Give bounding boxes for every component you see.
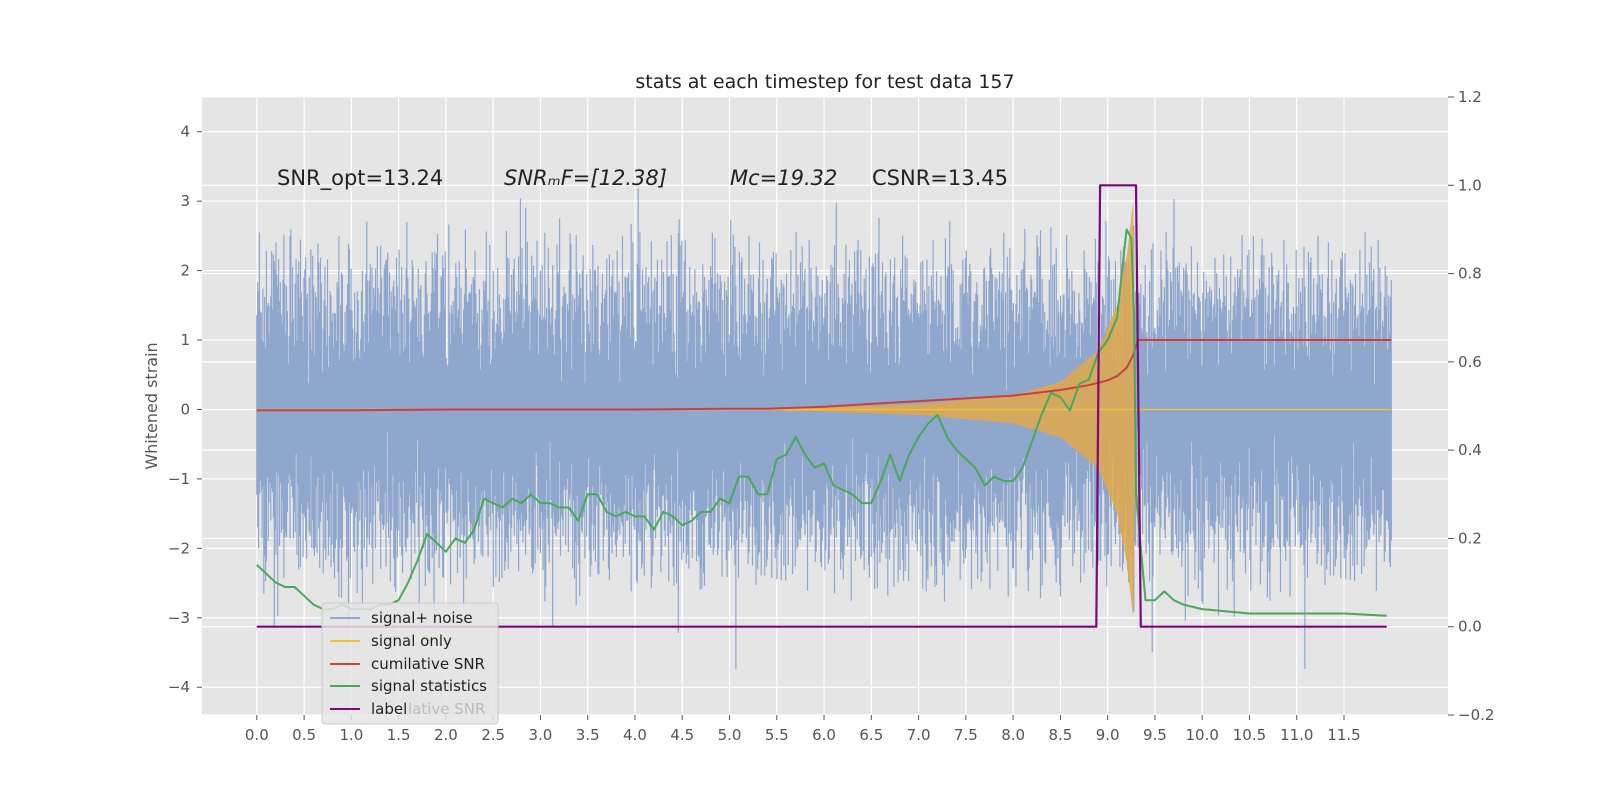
y2-tick-label: 0.4 <box>1458 441 1482 459</box>
signal-statistics-series <box>256 228 1387 617</box>
y-tick-label: −3 <box>168 609 190 627</box>
x-tick-label: 3.5 <box>576 726 600 744</box>
x-tick-label: 1.0 <box>339 726 363 744</box>
x-tick-label: 6.5 <box>859 726 883 744</box>
y-axis-left: −4 −3 −2 −1 0 1 2 3 4 <box>168 123 202 696</box>
x-tick-label: 11.0 <box>1280 726 1313 744</box>
y-tick-label: −4 <box>168 678 190 696</box>
y-tick-label: 3 <box>180 192 190 210</box>
legend-label-signal-only: signal only <box>371 632 452 650</box>
x-axis: 0.0 0.5 1.0 1.5 2.0 2.5 3.0 3.5 4.0 4.5 5.0 5.5 6.0 6… <box>245 715 1361 744</box>
y-tick-label: 4 <box>180 123 190 141</box>
y-tick-label: −2 <box>168 539 190 557</box>
x-tick-label: 3.0 <box>529 726 553 744</box>
label-series <box>256 184 1387 628</box>
legend: signal+ noise signal only cumilative SNR… <box>321 602 499 725</box>
x-tick-label: 10.5 <box>1233 726 1266 744</box>
label-line <box>256 184 1387 628</box>
legend-label-signal-statistics: signal statistics <box>371 677 487 695</box>
x-tick-label: 9.0 <box>1096 726 1120 744</box>
x-tick-label: 11.5 <box>1327 726 1360 744</box>
cumulative-snr-line <box>256 339 1392 412</box>
y2-tick-label: 0.8 <box>1458 265 1482 283</box>
x-tick-label: 5.5 <box>765 726 789 744</box>
chart-title: stats at each timestep for test data 157 <box>635 71 1014 93</box>
legend-label-signal-noise: signal+ noise <box>371 609 473 627</box>
x-tick-label: 1.5 <box>387 726 411 744</box>
y2-tick-label: 1.0 <box>1458 176 1482 194</box>
signal-statistics-line <box>256 228 1387 617</box>
y2-tick-label: 0.2 <box>1458 529 1482 547</box>
legend-box <box>321 602 499 725</box>
x-tick-label: 9.5 <box>1143 726 1167 744</box>
annotation-snr-mf: SNRₘF=[12.38] <box>504 166 667 190</box>
x-tick-label: 2.5 <box>481 726 505 744</box>
annotation-snr-opt: SNR_opt=13.24 <box>277 166 443 191</box>
x-tick-label: 7.0 <box>907 726 931 744</box>
y2-tick-label: 1.2 <box>1458 88 1482 106</box>
x-tick-label: 0.5 <box>292 726 316 744</box>
x-tick-label: 8.5 <box>1048 726 1072 744</box>
y-axis-label: Whitened strain <box>142 342 161 469</box>
y-tick-label: 1 <box>180 331 190 349</box>
x-tick-label: 5.0 <box>718 726 742 744</box>
y2-tick-label: 0.0 <box>1458 618 1482 636</box>
x-tick-label: 4.0 <box>623 726 647 744</box>
x-tick-label: 4.5 <box>670 726 694 744</box>
legend-label-label: label <box>371 700 407 718</box>
x-tick-label: 6.0 <box>812 726 836 744</box>
y-axis-right: −0.2 0.0 0.2 0.4 0.6 0.8 1.0 1.2 <box>1448 88 1494 724</box>
legend-ghost-text: lative SNR <box>408 700 485 718</box>
y-tick-label: 2 <box>180 262 190 280</box>
x-tick-label: 2.0 <box>434 726 458 744</box>
x-tick-label: 8.0 <box>1001 726 1025 744</box>
y2-tick-label: 0.6 <box>1458 353 1482 371</box>
annotation-chirp-mass: Mᴄ=19.32 <box>730 166 837 190</box>
y-tick-label: 0 <box>180 400 190 418</box>
annotation-csnr: CSNR=13.45 <box>872 166 1008 190</box>
y2-tick-label: −0.2 <box>1458 706 1494 724</box>
cumulative-snr-series <box>256 339 1392 412</box>
y-tick-label: −1 <box>168 470 190 488</box>
x-tick-label: 7.5 <box>954 726 978 744</box>
legend-label-cumulative-snr: cumilative SNR <box>371 655 485 673</box>
x-tick-label: 10.0 <box>1186 726 1219 744</box>
x-tick-label: 0.0 <box>245 726 269 744</box>
